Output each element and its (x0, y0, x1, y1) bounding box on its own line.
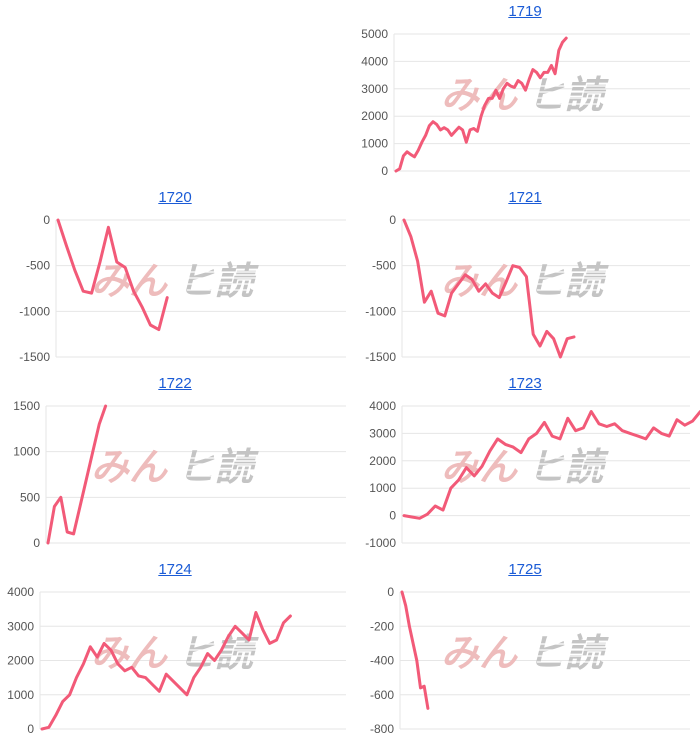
series-line (400, 590, 430, 710)
y-tick-label: -500 (372, 259, 396, 273)
y-tick-label: 3000 (7, 619, 34, 633)
y-tick-label: 1000 (13, 445, 40, 459)
y-tick-label: 1000 (361, 137, 388, 151)
y-tick-label: 2000 (361, 109, 388, 123)
svg-text:ヒ読: ヒ読 (527, 73, 609, 117)
chart-panel-1720: 1720 -1500 -1000 -500 0 みん ヒ読 (0, 186, 350, 368)
chart-panel-1725: 1725 -800 -600 -400 -200 0 みん ヒ読 (350, 558, 700, 740)
y-tick-label: -1500 (365, 350, 396, 364)
chart-svg: 0 1000 2000 3000 4000 5000 みん ヒ読 (361, 27, 690, 178)
svg-text:ヒ読: ヒ読 (527, 445, 609, 489)
svg-text:みん: みん (441, 73, 518, 117)
chart-svg: 0 500 1000 1500 みん ヒ読 (13, 399, 346, 550)
chart-title-link[interactable]: 1722 (158, 375, 192, 392)
y-tick-label: -800 (370, 722, 394, 736)
y-tick-label: -1000 (365, 536, 396, 550)
y-tick-label: -500 (26, 259, 50, 273)
y-tick-label: -1000 (365, 304, 396, 318)
series-line (402, 410, 700, 520)
y-tick-label: -1500 (19, 350, 50, 364)
series-line (40, 611, 292, 731)
series-line (46, 404, 108, 545)
y-tick-label: 1500 (13, 399, 40, 413)
y-tick-label: 2000 (369, 454, 396, 468)
y-tick-label: 4000 (7, 585, 34, 599)
y-tick-label: 2000 (7, 654, 34, 668)
chart-svg: -1500 -1000 -500 0 みん ヒ読 (365, 213, 690, 364)
chart-svg: -1500 -1000 -500 0 みん ヒ読 (19, 213, 346, 364)
y-tick-label: 5000 (361, 27, 388, 41)
watermark-logo: みん ヒ読 (441, 259, 630, 303)
y-tick-label: 0 (43, 213, 50, 227)
series-line (394, 36, 568, 173)
y-tick-label: -1000 (19, 304, 50, 318)
y-tick-label: 3000 (369, 426, 396, 440)
chart-panel-1724: 1724 0 1000 2000 3000 4000 みん ヒ読 (0, 558, 350, 740)
y-tick-label: 1000 (7, 688, 34, 702)
chart-title-link[interactable]: 1725 (508, 561, 542, 578)
watermark-logo: みん ヒ読 (91, 445, 280, 489)
watermark-logo: みん ヒ読 (441, 631, 630, 675)
chart-svg: -800 -600 -400 -200 0 みん ヒ読 (370, 585, 690, 736)
watermark-logo: みん ヒ読 (91, 259, 280, 303)
series-line (402, 218, 576, 359)
svg-text:ヒ読: ヒ読 (527, 631, 609, 675)
chart-title-link[interactable]: 1724 (158, 561, 192, 578)
series-line (56, 218, 169, 332)
chart-panel-1721: 1721 -1500 -1000 -500 0 みん ヒ読 (350, 186, 700, 368)
svg-text:みん: みん (91, 445, 168, 489)
y-tick-label: -400 (370, 654, 394, 668)
chart-title-link[interactable]: 1723 (508, 375, 542, 392)
chart-svg: 0 1000 2000 3000 4000 みん ヒ読 (7, 585, 346, 736)
chart-svg: -1000 0 1000 2000 3000 4000 みん ヒ読 (365, 399, 700, 550)
chart-panel-1722: 1722 0 500 1000 1500 みん ヒ読 (0, 372, 350, 554)
svg-text:みん: みん (441, 445, 518, 489)
chart-title-link[interactable]: 1719 (508, 3, 542, 20)
y-tick-label: -600 (370, 688, 394, 702)
y-tick-label: 3000 (361, 82, 388, 96)
y-tick-label: 4000 (361, 54, 388, 68)
y-tick-label: 4000 (369, 399, 396, 413)
svg-text:ヒ読: ヒ読 (177, 445, 259, 489)
y-tick-label: 500 (20, 490, 40, 504)
chart-title-link[interactable]: 1720 (158, 189, 192, 206)
y-tick-label: 1000 (369, 481, 396, 495)
y-tick-label: 0 (33, 536, 40, 550)
watermark-logo: みん ヒ読 (441, 73, 630, 117)
svg-text:みん: みん (441, 631, 518, 675)
y-tick-label: 0 (387, 585, 394, 599)
svg-text:ヒ読: ヒ読 (527, 259, 609, 303)
chart-title-link[interactable]: 1721 (508, 189, 542, 206)
y-tick-label: 0 (389, 509, 396, 523)
chart-panel-1723: 1723 -1000 0 1000 2000 3000 4000 みん ヒ読 (350, 372, 700, 554)
chart-panel-1719: 1719 0 1000 2000 3000 4000 5000 みん ヒ読 (350, 0, 700, 182)
svg-text:ヒ読: ヒ読 (177, 259, 259, 303)
y-tick-label: 0 (27, 722, 34, 736)
y-tick-label: -200 (370, 619, 394, 633)
watermark-logo: みん ヒ読 (91, 631, 280, 675)
y-tick-label: 0 (381, 164, 388, 178)
y-tick-label: 0 (389, 213, 396, 227)
watermark-logo: みん ヒ読 (441, 445, 630, 489)
